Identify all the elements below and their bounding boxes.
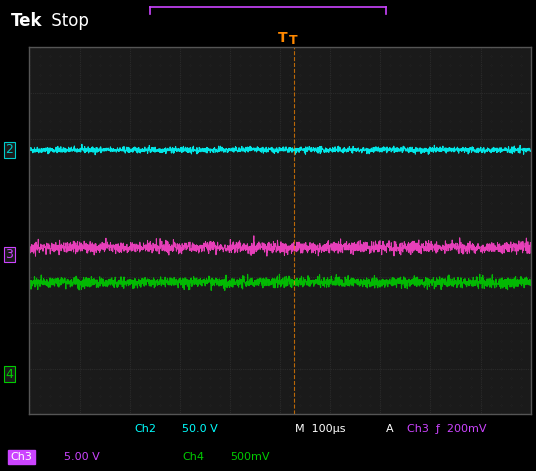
Text: T: T <box>289 34 298 47</box>
Text: Tek: Tek <box>11 12 42 30</box>
Text: 4: 4 <box>5 367 13 381</box>
Text: Ch2: Ch2 <box>134 423 156 434</box>
Text: Ch3  ƒ  200mV: Ch3 ƒ 200mV <box>407 423 487 434</box>
Text: M  100μs: M 100μs <box>295 423 345 434</box>
Text: Ch3: Ch3 <box>11 452 33 462</box>
Text: Ch4: Ch4 <box>182 452 204 462</box>
Text: A: A <box>386 423 393 434</box>
Text: 2: 2 <box>5 144 13 156</box>
Text: 50.0 V: 50.0 V <box>182 423 218 434</box>
Text: T: T <box>278 31 287 45</box>
Text: 3: 3 <box>5 248 13 261</box>
Text: Stop: Stop <box>46 12 88 30</box>
Text: 5.00 V: 5.00 V <box>64 452 100 462</box>
Text: 500mV: 500mV <box>230 452 270 462</box>
